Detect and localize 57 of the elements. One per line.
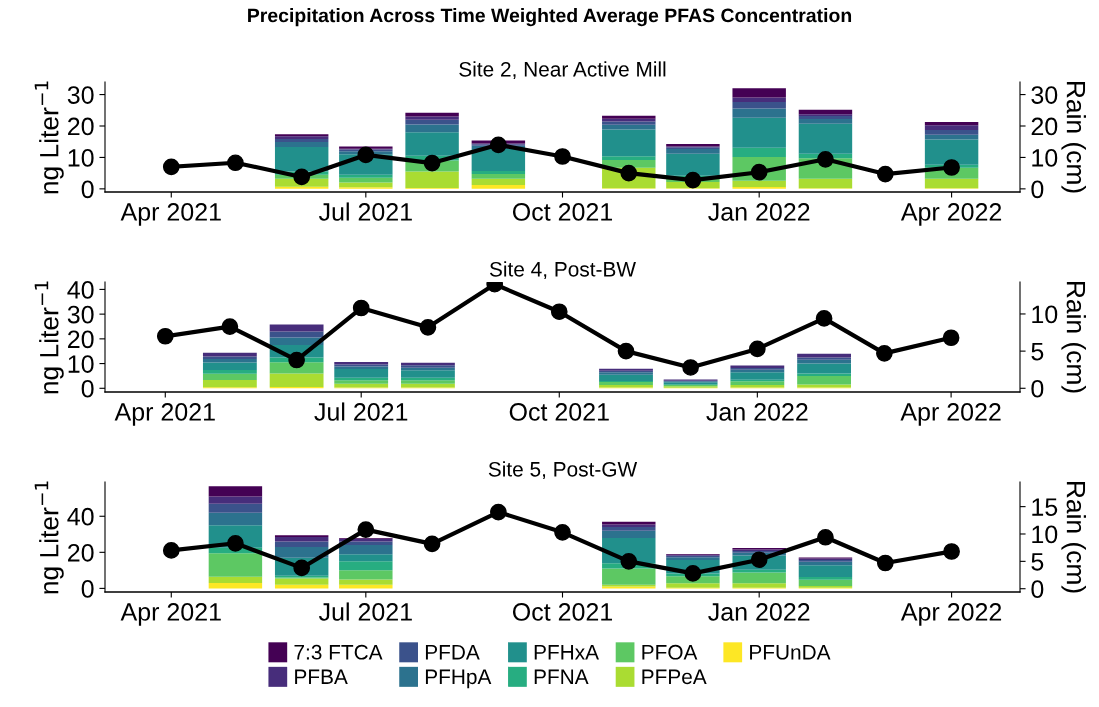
legend-label: 7:3 FTCA xyxy=(294,644,383,660)
x-tick-label: Jul 2021 xyxy=(314,402,408,421)
legend-label: PFOA xyxy=(642,644,698,660)
y-tick-label: 0 xyxy=(81,379,94,398)
y-tick-label: 40 xyxy=(67,281,94,299)
y2-tick-label: 5 xyxy=(1031,553,1044,571)
y-axis-title: ng Liter$^{−1}$ xyxy=(34,81,64,194)
y-tick-label: 20 xyxy=(68,117,94,136)
y-axis-title: ng Liter$^{−1}$ xyxy=(34,481,64,594)
y-tick-label: 30 xyxy=(67,305,94,324)
y2-tick-label: 10 xyxy=(1032,525,1058,544)
legend-label: PFHxA xyxy=(534,645,599,660)
chart-title: Site 4, Post-BW xyxy=(489,261,636,280)
y2-axis-title: Rain (cm) xyxy=(1061,481,1086,593)
y-tick-label: 30 xyxy=(67,86,94,104)
y2-tick-label: 10 xyxy=(1032,305,1058,324)
chart-subtitle: Site 2, Near Active Mill xyxy=(459,61,666,80)
y2-axis-title: Rain (cm) xyxy=(1061,81,1086,193)
y2-tick-label: 30 xyxy=(1031,86,1058,104)
legend-label: PFBA xyxy=(295,669,348,684)
y-tick-label: 10 xyxy=(68,355,94,373)
y-tick-label: 20 xyxy=(68,543,94,562)
x-tick-label: Oct 2021 xyxy=(509,403,609,421)
x-tick-label: Jul 2021 xyxy=(318,202,412,221)
x-tick-label: Apr 2021 xyxy=(114,403,215,426)
x-tick-label: Oct 2021 xyxy=(512,603,613,621)
x-tick-label: Apr 2021 xyxy=(120,203,221,226)
legend-label: PFDA xyxy=(425,645,480,660)
y2-tick-label: 0 xyxy=(1031,379,1044,398)
x-tick-label: Oct 2021 xyxy=(512,203,613,221)
y2-tick-label: 0 xyxy=(1031,180,1044,199)
x-tick-label: Jan 2022 xyxy=(708,203,810,221)
x-tick-label: Apr 2022 xyxy=(900,603,1002,626)
y-tick-label: 40 xyxy=(67,507,94,526)
x-tick-label: Apr 2022 xyxy=(900,403,1001,426)
y-tick-label: 0 xyxy=(81,180,94,199)
x-tick-label: Jul 2021 xyxy=(318,602,412,621)
x-tick-label: Jan 2022 xyxy=(708,603,810,621)
y-tick-label: 20 xyxy=(68,330,94,349)
y2-tick-label: 20 xyxy=(1031,117,1058,136)
legend-label: PFUnDA xyxy=(750,645,831,660)
y2-tick-label: 15 xyxy=(1032,498,1058,516)
y2-axis-title: Rain (cm) xyxy=(1061,281,1086,393)
y-tick-label: 0 xyxy=(81,579,94,598)
y2-tick-label: 0 xyxy=(1031,580,1044,599)
y2-tick-label: 5 xyxy=(1031,342,1044,361)
legend-label: PFPeA xyxy=(642,669,707,685)
y-axis-title: ng Liter$^{−1}$ xyxy=(34,281,64,394)
chart-title: Precipitation Across Time Weighted Average PFAS Concentration xyxy=(248,8,852,27)
legend-label: PFHpA xyxy=(425,669,492,689)
legend-label: PFNA xyxy=(534,669,589,684)
y-tick-label: 10 xyxy=(68,149,94,167)
x-tick-label: Jan 2022 xyxy=(706,403,808,421)
x-tick-label: Apr 2021 xyxy=(120,603,221,626)
x-tick-label: Apr 2022 xyxy=(900,203,1002,226)
y2-tick-label: 10 xyxy=(1032,149,1058,167)
chart-title: Site 5, Post-GW xyxy=(488,461,638,480)
